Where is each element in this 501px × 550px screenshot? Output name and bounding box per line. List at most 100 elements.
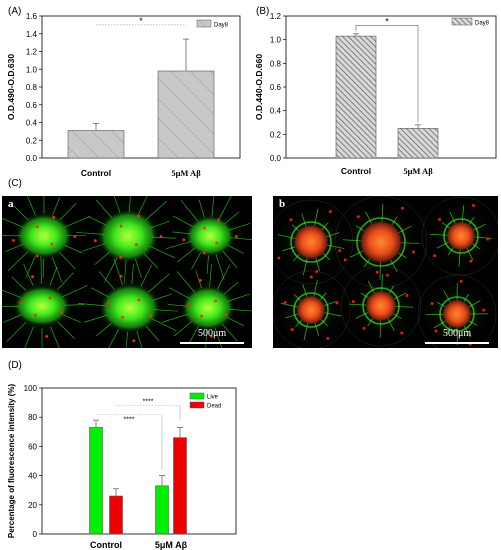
dead-cell — [137, 298, 141, 302]
category-label: 5μM Aβ — [155, 540, 188, 550]
neurite — [49, 266, 58, 286]
neurite — [221, 323, 238, 342]
dead-cell — [137, 214, 140, 218]
dead-cell — [486, 237, 490, 241]
dead-cell — [106, 302, 110, 305]
y-tick-label: 100 — [24, 384, 38, 393]
neurite — [108, 329, 120, 348]
neurite — [129, 196, 131, 213]
neurite — [463, 293, 469, 303]
legend-label: Day8 — [214, 23, 229, 29]
neurite — [350, 250, 364, 258]
micrograph-a-image — [2, 196, 252, 348]
neurite — [168, 304, 188, 307]
neurite — [149, 245, 176, 259]
neurite — [445, 325, 451, 335]
micrograph-b-image — [273, 196, 498, 348]
dead-cell — [469, 259, 473, 263]
neurite — [140, 264, 152, 287]
dead-cell — [434, 329, 438, 333]
significance-label: * — [139, 16, 143, 26]
y-axis-label: O.D.490-O.D.630 — [6, 54, 16, 120]
neurite — [205, 328, 208, 348]
panel-label-a: (A) — [8, 6, 22, 17]
neurite — [343, 239, 362, 242]
neurite — [78, 303, 107, 307]
dead-cell — [209, 335, 213, 338]
y-tick-label: 1.0 — [26, 65, 38, 74]
y-tick-label: 0.8 — [26, 83, 38, 92]
neurite — [50, 326, 60, 348]
category-label: Control — [341, 166, 371, 176]
significance-label: **** — [124, 416, 135, 423]
y-tick-label: 0.6 — [26, 101, 38, 110]
neurite — [88, 216, 107, 226]
y-tick-label: 0.2 — [270, 130, 282, 139]
neurite — [62, 314, 81, 323]
dead-cell — [430, 302, 434, 306]
dead-cell — [36, 225, 39, 229]
neurite — [320, 319, 328, 327]
spheroid-live — [186, 216, 234, 256]
dead-cell — [217, 218, 220, 222]
legend-swatch — [451, 17, 473, 26]
neurite — [222, 250, 238, 269]
neurite — [27, 196, 36, 216]
neurite — [151, 318, 177, 332]
neurite — [198, 199, 205, 218]
neurite — [226, 244, 244, 254]
y-axis-label: Percentage of fluorescence intensity (%) — [7, 384, 16, 539]
dead-cell — [159, 235, 163, 238]
neurite — [301, 213, 307, 227]
bar-d-1-1 — [173, 437, 187, 535]
dead-cell — [198, 279, 202, 282]
y-tick-label: 0.4 — [26, 119, 38, 128]
neurite — [151, 236, 176, 239]
neurite — [180, 200, 199, 222]
neurite — [6, 321, 27, 342]
spheroid-live — [100, 284, 160, 332]
dead-cell — [400, 331, 404, 335]
y-tick-label: 1.2 — [26, 48, 38, 57]
dead-cell — [134, 243, 138, 247]
neurite — [172, 215, 194, 228]
dead-cell — [203, 226, 206, 230]
dead-cell — [19, 301, 23, 305]
spheroids-a — [2, 196, 252, 348]
neurite — [125, 331, 128, 348]
neurite — [443, 290, 451, 303]
neurite — [40, 256, 42, 284]
significance-label: **** — [143, 399, 154, 406]
neurite — [147, 273, 170, 293]
y-axis-label: O.D.440-O.D.660 — [254, 54, 264, 120]
category-label: Control — [81, 168, 111, 178]
neurite — [59, 202, 77, 221]
neurite — [313, 208, 319, 227]
neurite — [113, 258, 123, 286]
dead-cell — [35, 254, 39, 258]
neurite — [4, 244, 24, 252]
neurite — [136, 330, 143, 348]
dead-cell — [224, 313, 228, 317]
legend-swatch — [189, 401, 205, 409]
neurite — [82, 243, 106, 252]
spheroid-rim — [362, 287, 400, 325]
neurite — [218, 196, 232, 220]
neurite — [2, 289, 22, 299]
neurite — [355, 312, 369, 319]
neurite — [367, 280, 375, 294]
neurite — [191, 252, 201, 270]
neurite — [466, 247, 474, 261]
dead-cell — [214, 299, 218, 303]
neurite — [468, 300, 481, 308]
panel-label-d: (D) — [8, 360, 22, 371]
neurite — [393, 292, 406, 300]
neurite — [437, 301, 446, 308]
neurite — [138, 196, 148, 215]
neurite — [94, 251, 111, 265]
neurite — [52, 196, 61, 216]
neurite — [468, 216, 475, 226]
dead-cell — [60, 311, 64, 314]
neurite — [90, 287, 109, 298]
neurite — [226, 316, 245, 326]
